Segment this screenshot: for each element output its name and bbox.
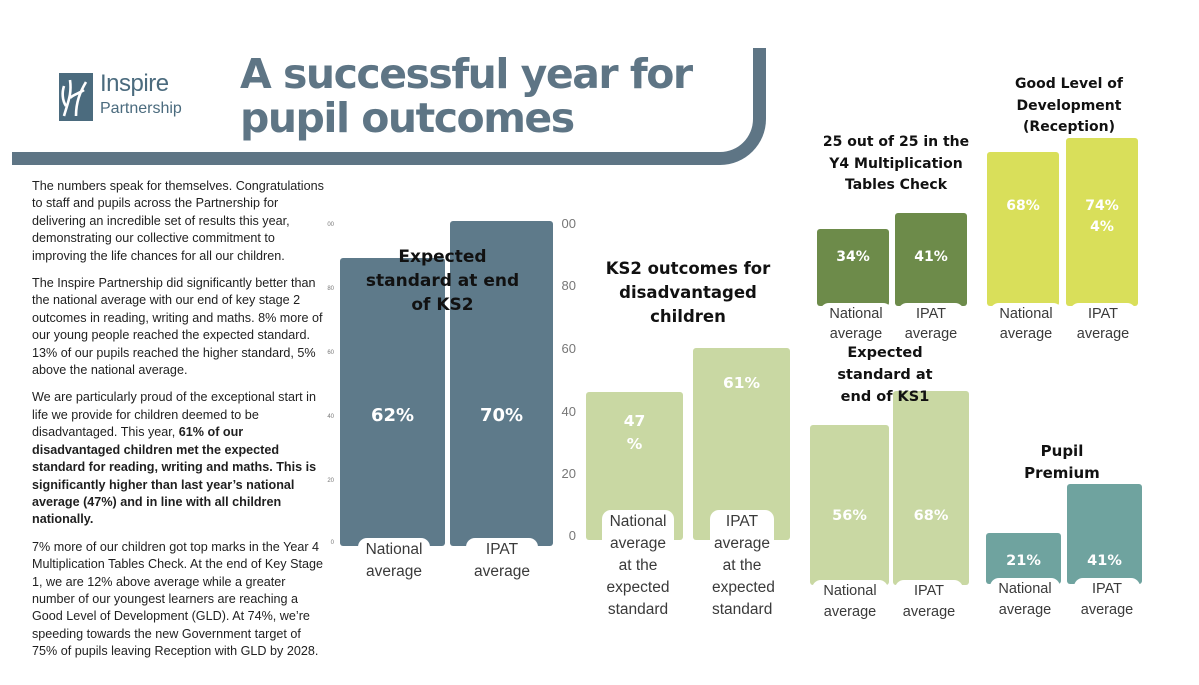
ks2dis-bar [693,347,790,540]
body-text: The numbers speak for themselves. Congra… [32,178,327,671]
ks2-tick-label: 60 [327,350,334,356]
ks2-tick-label: 20 [327,478,334,484]
pp-bar [986,532,1061,584]
pp-tick-mark [952,488,974,489]
mtc-category-label: IPAT average [898,303,964,345]
mtc-tick-mark [784,75,806,76]
ks1-bar [810,425,889,585]
mtc-bar [817,228,889,306]
pp-category-label: National average [990,578,1060,622]
mtc-category-label: National average [820,303,892,345]
paragraph-3: We are particularly proud of the excepti… [32,389,327,528]
ks2dis-tick-label: 0 [568,528,576,543]
paragraph-3-start: We are particularly proud of the excepti… [32,390,316,440]
ks2dis-value-label: 47 % [623,412,646,454]
mtc-tick-mark [784,260,806,261]
ks2dis-tick-label: 40 [561,404,576,419]
gld-bar [987,151,1059,306]
gld-category-label: IPAT average [1070,303,1136,345]
mtc-chart-title: 25 out of 25 in the Y4 Multiplication Ta… [822,134,970,193]
page-title: A successful year for pupil outcomes [240,50,693,142]
mtc-value-label: 41% [914,249,948,265]
ks2-bar [450,220,553,546]
gld-bar [1066,138,1138,306]
mtc-bar [895,212,967,306]
ks1-tick-mark [780,440,802,441]
mtc-tick-mark [784,288,806,289]
ks1-value-label: 68% [913,508,949,524]
ks1-chart-title: Expected standard at end of KS1 [837,345,933,405]
ks1-tick-mark [780,530,802,531]
logo-name: Inspire [100,70,169,97]
ks1-category-label: IPAT average [895,580,963,624]
ks2-tick-label: 0 [330,540,334,546]
paragraph-3-end: This is significantly higher than last y… [32,460,317,527]
ks2-tick-label: 40 [327,414,334,420]
ks2dis-tick-label: 00 [561,216,576,231]
mtc-tick-mark [784,176,806,177]
gld-category-label: National average [990,303,1062,345]
ks1-bar [893,391,969,585]
paragraph-2: The Inspire Partnership did significantl… [32,276,323,378]
ks2dis-category-label: National average at the expected standar… [602,510,674,622]
ks2dis-tick-label: 60 [561,341,576,356]
ks1-category-label: National average [812,580,888,624]
paragraph-3-bold: 61% of our disadvantaged children met th… [32,425,280,475]
mtc-tick-mark [784,232,806,233]
ks2dis-tick-label: 80 [561,278,576,293]
paragraph-4: 7% more of our children got top marks in… [32,539,323,659]
ks1-tick-mark [780,560,802,561]
pp-tick-mark [952,436,974,437]
gld-value-label: 68% [1006,198,1040,214]
gld-tick-mark [952,76,974,77]
ks2-value-label: 62% [370,405,415,426]
pp-value-label: 41% [1087,553,1122,569]
paragraph-1: The numbers speak for themselves. Congra… [32,179,324,263]
ks2-tick-label: 00 [327,222,334,228]
gld-chart-title: Good Level of Development (Reception) [1014,76,1124,135]
logo: Inspire Partnership [58,70,193,126]
header-frame [12,48,766,165]
ks2dis-category-label: IPAT average at the expected standard [710,510,775,622]
gld-value-label: 74% 4% [1085,198,1119,235]
mtc-value-label: 34% [836,249,870,265]
tree-logo-icon [59,73,93,121]
ks2-category-label: IPAT average [466,538,538,584]
pp-chart-title: Pupil Premium [1024,442,1100,482]
pp-value-label: 21% [1006,553,1041,569]
pp-category-label: IPAT average [1074,578,1140,622]
pp-tick-mark [952,540,974,541]
ks1-tick-mark [780,340,802,341]
ks2dis-chart-title: KS2 outcomes for disadvantaged children [605,259,771,326]
ks2dis-value-label: 61% [722,374,761,392]
ks2-value-label: 70% [479,405,524,426]
ks1-value-label: 56% [832,508,867,524]
logo-subtitle: Partnership [100,100,182,117]
ks2-bar [340,257,445,546]
ks2dis-tick-label: 20 [561,466,576,481]
ks2-tick-label: 80 [327,286,334,292]
ks2-chart-title: Expected standard at end of KS2 [365,247,520,315]
ks2-category-label: National average [358,538,430,584]
pp-bar [1067,484,1142,584]
ks1-tick-mark [780,490,802,491]
